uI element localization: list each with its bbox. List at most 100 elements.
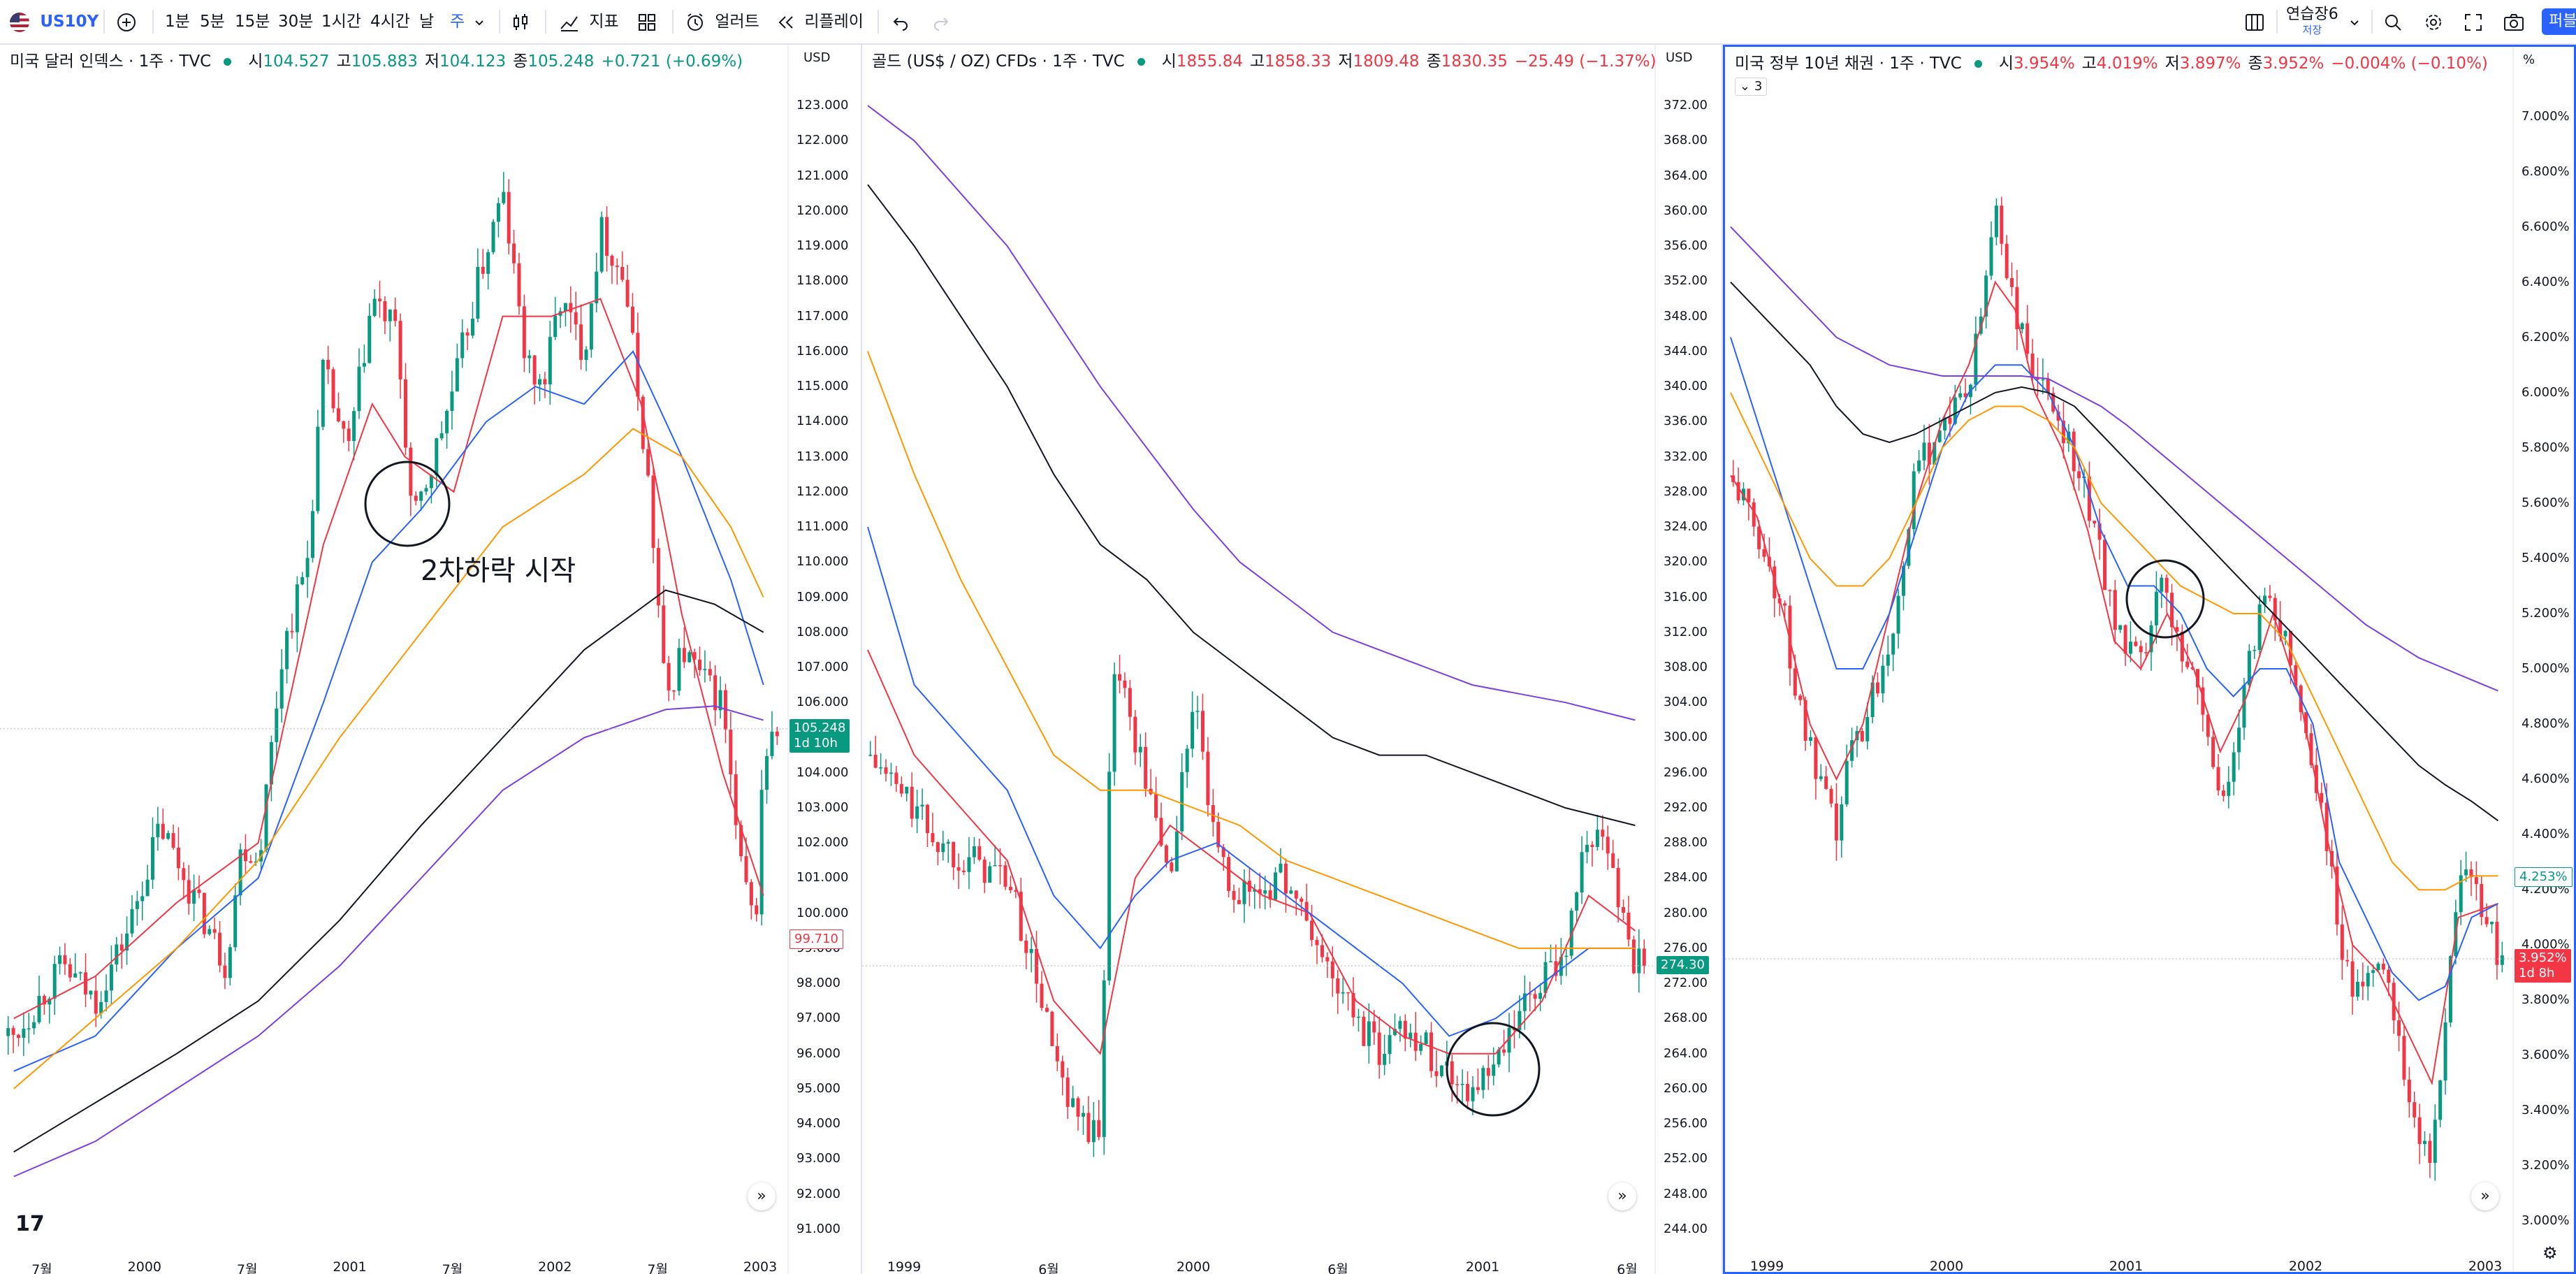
y-axis-tick-label: 320.00 [1664, 554, 1708, 570]
pane-divider[interactable] [1722, 45, 1723, 1274]
drawn-circle[interactable] [364, 461, 451, 547]
scroll-to-realtime-button[interactable]: » [748, 1182, 776, 1210]
symbol-label: US10Y [40, 13, 99, 31]
interval-week[interactable]: 주 [450, 13, 465, 31]
layout-select-button[interactable] [2244, 0, 2265, 43]
chart-pane-us10y[interactable]: 미국 정부 10년 채권 · 1주 · TVC 시3.954% 고4.019% 저3.… [1723, 45, 2576, 1274]
candle-body [109, 964, 113, 991]
layout-name-button[interactable]: 연습장6 저장 [2286, 6, 2338, 36]
drawn-circle[interactable] [1446, 1022, 1541, 1117]
interval-4h[interactable]: 4시간 [370, 13, 410, 31]
indicator-count: 3 [1754, 79, 1763, 94]
add-symbol-button[interactable] [116, 0, 137, 43]
indicators-label: 지표 [589, 13, 619, 31]
camera-icon [2504, 13, 2524, 31]
candle-body [1076, 1098, 1080, 1117]
candle-body [956, 867, 961, 871]
redo-button[interactable] [932, 0, 950, 43]
candle-body [1844, 760, 1849, 804]
settings-button[interactable] [2423, 0, 2444, 43]
candle-body [6, 1028, 10, 1036]
us-flag-icon [10, 12, 29, 32]
close-value: 3.952% [2262, 55, 2324, 73]
interval-day[interactable]: 날 [419, 13, 435, 31]
fullscreen-button[interactable] [2464, 0, 2483, 43]
pane-divider[interactable] [861, 45, 862, 1274]
currency-label[interactable]: USD [803, 50, 831, 65]
candle-body [1793, 668, 1797, 696]
scroll-to-realtime-button[interactable]: » [2471, 1182, 2499, 1210]
layout-dropdown[interactable] [2349, 0, 2360, 43]
candle-body [998, 865, 1003, 867]
candle-body [2175, 627, 2179, 632]
y-axis-tick-label: 296.00 [1664, 765, 1708, 780]
candle-body [1003, 865, 1007, 887]
interval-dropdown[interactable] [474, 0, 485, 43]
interval-1m[interactable]: 1분 [165, 13, 190, 31]
chart-type-button[interactable] [510, 0, 531, 43]
chart-pane-dxy[interactable]: 미국 달러 인덱스 · 1주 · TVC 시104.527 고105.883 저104… [0, 45, 859, 1274]
undo-button[interactable] [892, 0, 910, 43]
candle-body [1958, 393, 1963, 398]
interval-5m[interactable]: 5분 [200, 13, 225, 31]
candle-body [1170, 862, 1174, 871]
chart-settings-icon[interactable]: ⚙ [2542, 1243, 2558, 1263]
chart-pane-gold[interactable]: 골드 (US$ / OZ) CFDs · 1주 · TVC 시1855.84 고18… [862, 45, 1722, 1274]
interval-30m[interactable]: 30분 [278, 13, 314, 31]
candle-body [1336, 978, 1340, 994]
y-axis-tick-label: 368.00 [1664, 133, 1708, 148]
alert-button[interactable]: 얼러트 [685, 0, 759, 43]
candle-body [2413, 1102, 2417, 1117]
publish-button[interactable]: 퍼블 [2542, 8, 2576, 35]
candle-body [1881, 665, 1885, 694]
candle-body [455, 358, 459, 392]
series-title[interactable]: 미국 달러 인덱스 · 1주 · TVC [10, 52, 212, 71]
x-axis-tick-label: 2001 [2109, 1259, 2144, 1274]
templates-button[interactable] [637, 0, 657, 43]
candle-body [667, 663, 671, 691]
indicators-collapse-toggle[interactable]: ⌄ 3 [1735, 78, 1768, 96]
candle-body [1757, 526, 1761, 549]
symbol-search[interactable]: US10Y [10, 0, 99, 43]
publish-label: 퍼블 [2549, 13, 2576, 30]
candle-body [569, 303, 573, 312]
candle-body [2278, 620, 2283, 637]
candle-body [651, 475, 655, 549]
y-axis-tick-label: 248.00 [1664, 1186, 1708, 1201]
interval-1h[interactable]: 1시간 [321, 13, 361, 31]
series-title[interactable]: 골드 (US$ / OZ) CFDs · 1주 · TVC [872, 52, 1125, 71]
candle-body [1829, 788, 1833, 804]
indicators-button[interactable]: 지표 [559, 0, 619, 43]
interval-15m[interactable]: 15분 [235, 13, 270, 31]
drawn-circle[interactable] [2125, 559, 2205, 639]
chart-annotation[interactable]: 2차하락 시작 [421, 555, 576, 587]
candle-body [605, 217, 609, 256]
candle-body [52, 964, 57, 999]
rewind-icon [778, 15, 793, 29]
candle-body [409, 447, 413, 496]
y-axis-tick-label: 121.000 [796, 168, 849, 183]
currency-label[interactable]: % [2523, 52, 2535, 67]
currency-label[interactable]: USD [1666, 50, 1693, 65]
divider [103, 10, 105, 34]
candle-body [1439, 1065, 1443, 1076]
candle-body [1221, 847, 1225, 857]
series-title[interactable]: 미국 정부 10년 채권 · 1주 · TVC [1735, 55, 1962, 73]
moving-average-line [13, 589, 764, 1153]
price-plot[interactable] [1725, 47, 2574, 1272]
x-axis-tick-label: 7월 [442, 1262, 463, 1274]
candle-body [1606, 837, 1610, 854]
candle-body [1045, 1008, 1049, 1012]
replay-button[interactable]: 리플레이 [777, 0, 864, 43]
scroll-to-realtime-button[interactable]: » [1608, 1182, 1636, 1210]
price-plot[interactable] [0, 45, 859, 1274]
candle-body [2154, 591, 2158, 625]
y-axis-tick-label: 122.000 [796, 133, 849, 148]
price-plot[interactable] [862, 45, 1722, 1274]
candle-body [1834, 803, 1838, 841]
candle-body [2232, 752, 2236, 782]
snapshot-button[interactable] [2503, 0, 2525, 43]
candle-body [2495, 922, 2499, 965]
search-button[interactable] [2382, 0, 2403, 43]
candle-body [2433, 1120, 2437, 1164]
